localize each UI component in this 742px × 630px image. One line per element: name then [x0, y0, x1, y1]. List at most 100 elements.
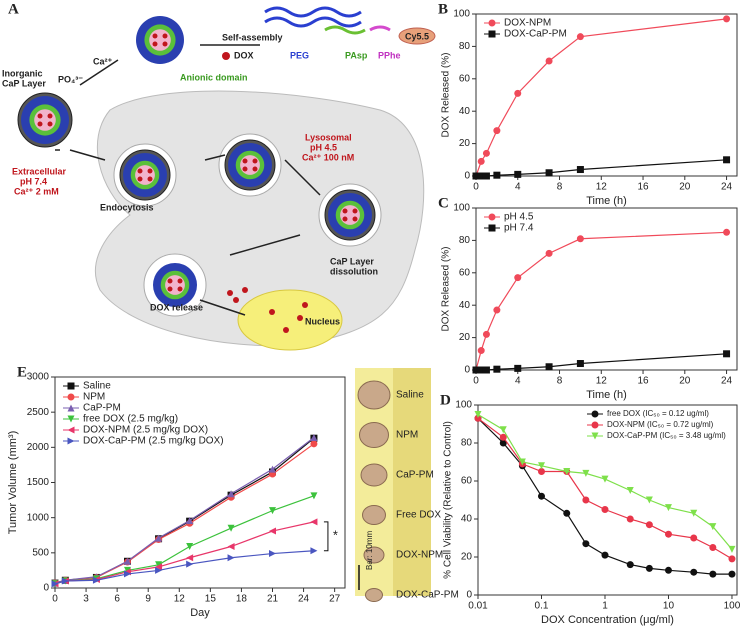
x-tick-label: 1	[602, 601, 608, 612]
x-tick-label: 15	[205, 594, 217, 605]
tumor-photo	[357, 380, 391, 410]
panel-label: A	[8, 1, 19, 17]
series-line	[54, 437, 315, 584]
y-tick-label: 40	[461, 514, 473, 525]
y-tick-label: 40	[459, 300, 471, 311]
dox	[269, 309, 275, 315]
marker	[186, 543, 194, 551]
marker	[227, 543, 235, 551]
x-tick-label: 18	[236, 594, 248, 605]
marker	[482, 366, 490, 374]
marker	[482, 172, 490, 180]
marker	[51, 580, 59, 588]
marker	[493, 306, 501, 314]
label: DOX release	[150, 302, 203, 312]
x-tick-label: 4	[515, 376, 521, 387]
legend-label: CaP-PM	[83, 403, 121, 414]
tumor-photo	[359, 422, 389, 448]
marker	[576, 235, 584, 243]
x-axis-label: Time (h)	[586, 195, 627, 207]
marker	[563, 509, 571, 517]
marker	[155, 566, 163, 574]
marker	[186, 554, 194, 562]
x-axis-label: Day	[190, 607, 210, 619]
legend-marker	[67, 382, 75, 390]
marker	[472, 172, 480, 180]
marker	[155, 561, 163, 569]
scale-bar-label: Bar: 10mm	[365, 531, 374, 570]
dox	[352, 208, 358, 214]
tumor-photo	[365, 588, 383, 602]
label: DOX	[234, 50, 254, 60]
marker	[645, 521, 653, 529]
dox	[342, 208, 348, 214]
marker	[723, 15, 731, 23]
photo-label: Saline	[396, 390, 424, 401]
dox	[167, 278, 173, 284]
y-tick-label: 20	[461, 552, 473, 563]
dox	[162, 33, 168, 39]
dox	[137, 176, 143, 182]
marker	[664, 504, 672, 512]
dox	[233, 297, 239, 303]
marker	[545, 249, 553, 257]
marker	[723, 228, 731, 236]
marker	[645, 496, 653, 504]
marker	[477, 366, 485, 374]
series-line	[475, 231, 727, 371]
marker	[310, 440, 318, 448]
legend-marker	[488, 19, 496, 27]
marker	[269, 550, 276, 558]
y-tick-label: 20	[459, 138, 471, 149]
panel-label: B	[438, 1, 448, 17]
marker	[499, 439, 507, 447]
marker	[124, 570, 131, 578]
legend-label: DOX-NPM	[504, 18, 551, 29]
marker	[728, 570, 736, 578]
y-tick-label: 100	[453, 203, 470, 214]
marker	[499, 426, 507, 434]
dox	[177, 286, 183, 292]
micelles	[17, 16, 382, 333]
marker	[709, 523, 717, 531]
cy55-tag	[398, 27, 436, 45]
y-tick-label: 1500	[27, 477, 50, 488]
x-tick-label: 8	[557, 182, 563, 193]
legend-label: NPM	[83, 392, 105, 403]
y-tick-label: 60	[459, 73, 471, 84]
marker	[269, 507, 276, 515]
chart: C 0 4 8 12 16 20 24 0 20 40 60 80 100 Time (h) DOX Rele…	[438, 195, 738, 401]
tumor-photo	[362, 505, 386, 525]
x-tick-label: 27	[329, 594, 341, 605]
label: Ca²⁺ 2 mM	[14, 186, 59, 196]
dox	[242, 158, 248, 164]
marker	[155, 534, 163, 542]
marker	[514, 274, 522, 282]
marker	[477, 347, 485, 355]
dox	[302, 302, 308, 308]
x-tick-label: 12	[596, 182, 608, 193]
y-tick-label: 1000	[27, 512, 50, 523]
marker	[664, 566, 672, 574]
series-line	[54, 443, 315, 584]
tumor-photo	[360, 463, 388, 487]
x-axis-label: DOX Concentration (μg/ml)	[541, 614, 674, 626]
plot-frame	[475, 13, 738, 177]
marker	[576, 33, 584, 41]
marker	[227, 524, 235, 532]
marker	[477, 172, 485, 180]
marker	[576, 166, 584, 174]
marker	[709, 570, 717, 578]
dox-dot	[222, 52, 230, 60]
x-tick-label: 21	[267, 594, 279, 605]
dox	[227, 290, 233, 296]
core	[340, 205, 360, 225]
y-tick-label: 2000	[27, 442, 50, 453]
core	[34, 109, 56, 131]
marker	[626, 487, 634, 494]
marker	[537, 468, 545, 475]
dox	[252, 158, 258, 164]
marker	[582, 496, 590, 504]
dox	[242, 166, 248, 172]
y-tick-label: 60	[461, 476, 473, 487]
